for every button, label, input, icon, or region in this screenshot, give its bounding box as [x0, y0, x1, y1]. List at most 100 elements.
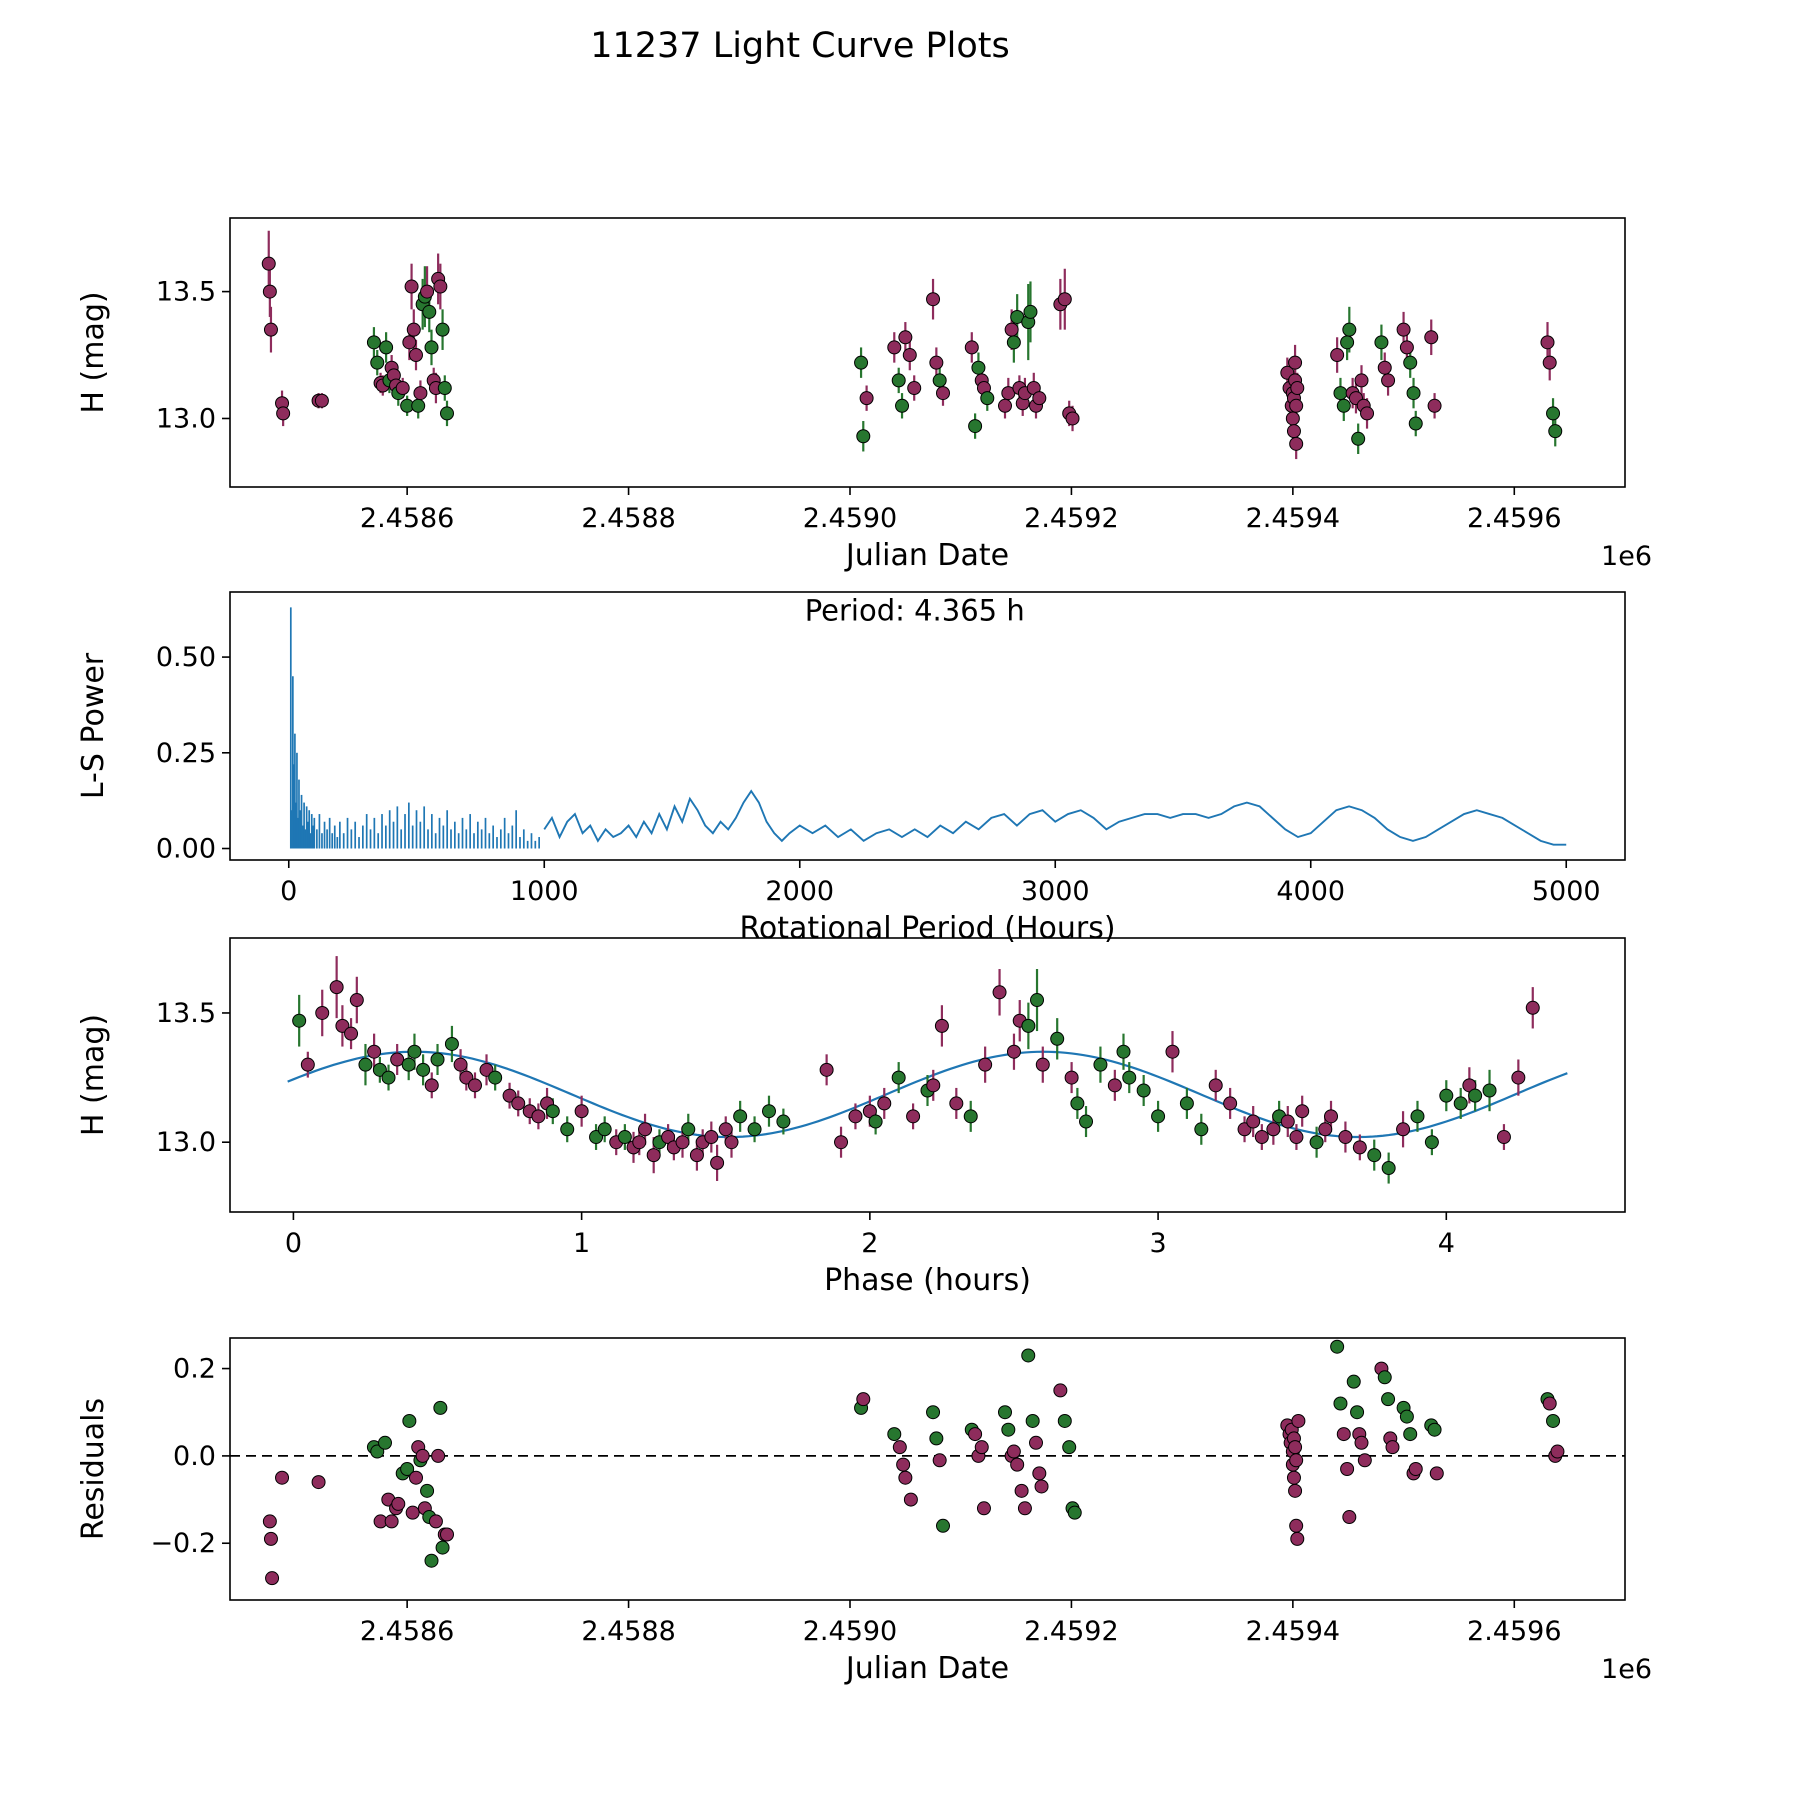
data-point	[856, 1392, 871, 1407]
data-point	[409, 1470, 423, 1485]
data-point	[856, 429, 871, 444]
data-point	[906, 1109, 921, 1124]
data-point	[1439, 1088, 1454, 1103]
periodogram-curve	[543, 789, 1567, 846]
data-point	[1330, 348, 1345, 363]
data-point	[314, 393, 329, 408]
data-point	[1350, 1405, 1365, 1420]
data-point	[646, 1148, 661, 1163]
x-tick-label: 2.4596	[1467, 1616, 1561, 1647]
panel-phase-curve: 0 1 2 3 4 13.0 13.5 Phase (hours) H (mag)	[76, 937, 1626, 1298]
data-point	[1006, 335, 1021, 350]
data-point	[963, 1109, 978, 1124]
data-point	[892, 1440, 907, 1455]
data-point	[1286, 424, 1301, 439]
data-point	[344, 1026, 359, 1041]
data-point	[992, 985, 1007, 1000]
data-point	[998, 1405, 1012, 1420]
data-point	[404, 279, 419, 294]
error-bars	[267, 230, 1557, 460]
data-point	[710, 1155, 725, 1170]
data-point	[1064, 1070, 1079, 1085]
x-tick-label: 0	[285, 1228, 302, 1259]
data-point	[262, 1514, 277, 1529]
data-point	[898, 330, 913, 345]
data-point	[1396, 322, 1411, 337]
data-point	[868, 1114, 883, 1129]
x-tick-label: 2.4588	[581, 1616, 675, 1647]
data-point	[1032, 1466, 1047, 1481]
data-point	[1427, 1422, 1442, 1437]
data-point	[733, 1109, 748, 1124]
data-point	[1336, 1427, 1351, 1442]
data-point	[718, 1122, 733, 1137]
data-point	[1116, 1044, 1131, 1059]
data-point	[311, 1475, 326, 1490]
data-point	[1408, 1462, 1423, 1476]
x-axis-label: Julian Date	[844, 538, 1009, 573]
data-point	[819, 1062, 834, 1077]
data-point	[936, 1518, 950, 1533]
data-point	[263, 1531, 278, 1546]
data-point	[934, 1018, 949, 1033]
data-point	[545, 1104, 560, 1119]
data-point	[1014, 1483, 1029, 1498]
data-point	[1354, 373, 1369, 388]
data-point	[1324, 1109, 1339, 1124]
data-point	[724, 1135, 739, 1150]
data-point	[1385, 1440, 1400, 1455]
data-point	[502, 1088, 517, 1103]
data-point	[1381, 1392, 1396, 1407]
data-point	[1410, 1109, 1425, 1124]
data-point	[335, 1018, 350, 1033]
data-point	[1289, 436, 1304, 451]
data-point	[1065, 411, 1080, 426]
data-markers	[292, 980, 1540, 1176]
data-point	[413, 386, 428, 401]
data-point	[1032, 391, 1047, 406]
data-point	[1403, 355, 1418, 370]
data-point	[1351, 431, 1366, 446]
x-axis-offset-label: 1e6	[1601, 541, 1652, 572]
panel-lightcurve-jd: 2.4586 2.4588 2.4590 2.4592 2.4594 2.4596 13.0…	[76, 217, 1652, 573]
axes-box	[229, 591, 1626, 861]
axes-box	[229, 217, 1626, 488]
data-point	[980, 391, 995, 406]
x-tick-label: 2.4590	[803, 1616, 897, 1647]
data-point	[435, 322, 450, 337]
data-point	[1057, 292, 1072, 307]
data-point	[444, 1036, 459, 1051]
data-point	[488, 1070, 503, 1085]
data-point	[1550, 1444, 1565, 1459]
data-point	[416, 1062, 431, 1077]
data-point	[1006, 1444, 1021, 1459]
data-point	[932, 1453, 947, 1468]
data-point	[381, 1070, 396, 1085]
x-tick-label: 2000	[765, 876, 834, 907]
data-point	[1340, 335, 1355, 350]
data-point	[929, 355, 944, 370]
data-point	[1122, 1070, 1137, 1085]
x-tick-label: 4000	[1276, 876, 1345, 907]
y-tick-label: 13.0	[156, 1127, 216, 1158]
data-point	[1330, 1339, 1345, 1354]
y-tick-label: 0.25	[156, 738, 216, 769]
data-point	[1360, 406, 1375, 421]
data-point	[275, 1470, 290, 1485]
data-point	[1017, 1501, 1032, 1516]
data-point	[974, 1440, 989, 1455]
data-point	[370, 355, 385, 370]
data-point	[1424, 1135, 1439, 1150]
y-axis-label: Residuals	[76, 1398, 111, 1540]
data-point	[1151, 1109, 1166, 1124]
data-point	[440, 1527, 454, 1542]
data-point	[1290, 1531, 1305, 1546]
data-point	[1285, 411, 1300, 426]
data-point	[898, 1470, 913, 1485]
data-point	[261, 256, 276, 271]
data-point	[424, 1553, 439, 1568]
data-point	[433, 1400, 448, 1415]
data-point	[1179, 1096, 1194, 1111]
data-point	[437, 381, 452, 396]
data-point	[1107, 1078, 1122, 1093]
